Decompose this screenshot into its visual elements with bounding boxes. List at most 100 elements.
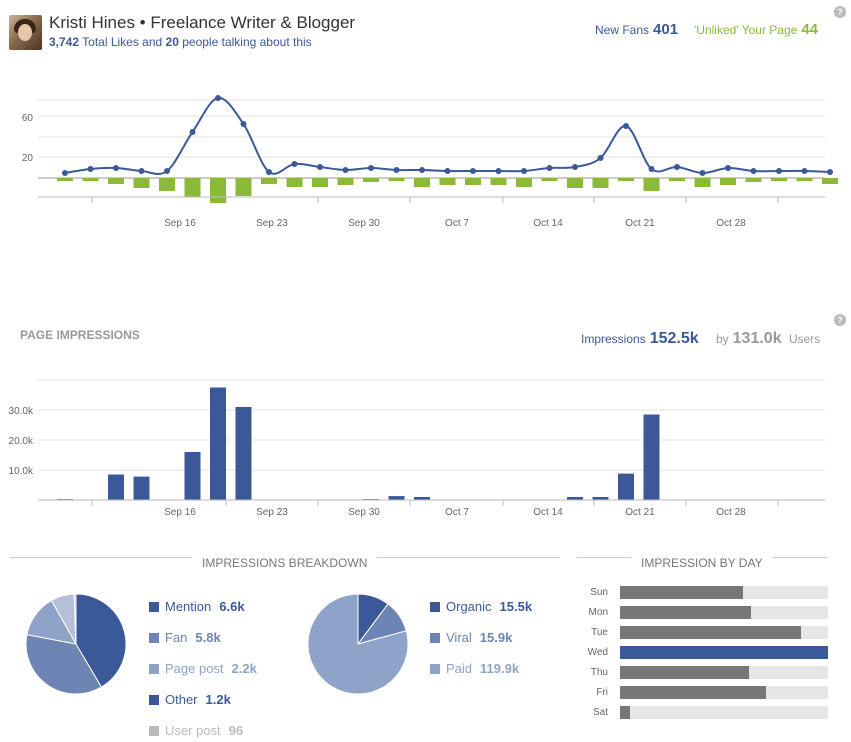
- impressions-bar: [592, 497, 609, 500]
- legend-value: 6.6k: [219, 599, 245, 614]
- day-label: Mon: [588, 607, 608, 618]
- help-icon[interactable]: ?: [834, 314, 846, 326]
- unliked-bar: [210, 178, 226, 203]
- day-label: Sat: [592, 707, 608, 718]
- legend-label: Mention: [165, 599, 212, 614]
- legend-label: Other: [165, 692, 198, 707]
- unliked-bar: [822, 178, 838, 184]
- legend-item-mention[interactable]: Mention 6.6k: [149, 599, 245, 614]
- new-fans-point: [368, 165, 374, 171]
- new-fans-point: [521, 168, 527, 174]
- legend-swatch: [149, 602, 159, 612]
- page-impressions-title: PAGE IMPRESSIONS: [20, 328, 140, 342]
- unliked-bar: [720, 178, 736, 185]
- x-tick-label: Oct 7: [445, 218, 469, 229]
- x-tick-label: Sep 16: [164, 507, 196, 518]
- day-row-tue: Tue: [578, 626, 830, 639]
- impressions-bar: [108, 474, 124, 500]
- legend-label: Fan: [165, 630, 188, 645]
- y-tick-label: 60: [22, 113, 34, 124]
- legend-value: 5.8k: [195, 630, 221, 645]
- legend-value: 1.2k: [205, 692, 231, 707]
- y-tick-label: 20.0k: [9, 436, 34, 447]
- day-track: [620, 706, 828, 719]
- unliked-bar: [235, 178, 252, 196]
- impressions-bar: [235, 407, 252, 500]
- impressions-bar: [618, 473, 634, 500]
- y-tick-label: 20: [22, 153, 34, 164]
- page-title[interactable]: Kristi Hines • Freelance Writer & Blogge…: [49, 13, 356, 32]
- day-bar: [620, 646, 828, 659]
- help-icon[interactable]: ?: [834, 6, 846, 18]
- breakdown-pie-1: [25, 593, 127, 695]
- day-row-fri: Fri: [578, 686, 830, 699]
- new-fans-points: [62, 95, 833, 176]
- breakdown-title: IMPRESSIONS BREAKDOWN: [192, 556, 378, 570]
- page-avatar[interactable]: [9, 15, 42, 50]
- unliked-bars: [57, 178, 838, 203]
- day-track: [620, 646, 828, 659]
- legend-item-page-post[interactable]: Page post 2.2k: [149, 661, 257, 676]
- unliked-bar: [694, 178, 711, 187]
- legend-label: Organic: [446, 599, 492, 614]
- new-fans-line: [64, 96, 831, 175]
- legend-item-organic[interactable]: Organic 15.5k: [430, 599, 532, 614]
- new-fans-point: [189, 129, 196, 135]
- legend-swatch: [149, 726, 159, 736]
- unliked-bar: [592, 178, 609, 188]
- unliked-bar: [567, 178, 583, 188]
- legend-label: Viral: [446, 630, 472, 645]
- impressions-label: Impressions: [581, 332, 646, 346]
- new-fans-point: [317, 164, 323, 170]
- new-fans-point: [597, 155, 604, 161]
- fans-chart: 60 20 Sep 16 Sep 23 Sep 30 Oct 7 Oct 14 Oct 21…: [22, 95, 838, 229]
- legend-item-viral[interactable]: Viral 15.9k: [430, 630, 512, 645]
- fans-x-ticks: Sep 16 Sep 23 Sep 30 Oct 7 Oct 14 Oct 21 Oct 2…: [38, 196, 825, 229]
- legend-value: 15.5k: [499, 599, 533, 614]
- legend-item-fan[interactable]: Fan 5.8k: [149, 630, 221, 645]
- legend-swatch: [149, 633, 159, 643]
- impressions-bars: [57, 387, 660, 500]
- impressions-gridlines: [38, 379, 825, 471]
- fans-y-ticks: 60 20: [22, 113, 34, 164]
- unliked-bar: [261, 178, 277, 184]
- unliked-bar: [82, 178, 99, 181]
- new-fans-point: [240, 121, 247, 127]
- new-fans-point: [776, 168, 782, 174]
- unliked-legend[interactable]: 'Unliked' Your Page 44: [694, 21, 818, 38]
- unliked-bar: [312, 178, 328, 187]
- day-label: Thu: [590, 667, 608, 678]
- day-label: Tue: [591, 627, 608, 638]
- new-fans-value: 401: [653, 21, 679, 38]
- legend-item-paid[interactable]: Paid 119.9k: [430, 661, 519, 676]
- new-fans-point: [648, 166, 655, 172]
- new-fans-point: [572, 164, 578, 170]
- legend-item-other[interactable]: Other 1.2k: [149, 692, 231, 707]
- x-tick-label: Oct 21: [625, 507, 655, 518]
- new-fans-point: [266, 169, 272, 175]
- legend-item-user-post[interactable]: User post 96: [149, 723, 243, 738]
- pie-slice-fan: [25, 634, 103, 695]
- unliked-bar: [541, 178, 558, 181]
- day-row-sat: Sat: [578, 706, 830, 719]
- new-fans-point: [725, 165, 731, 171]
- unliked-bar: [286, 178, 303, 187]
- legend-swatch: [430, 602, 440, 612]
- day-label: Sun: [590, 587, 608, 598]
- unliked-bar: [388, 178, 405, 181]
- day-row-thu: Thu: [578, 666, 830, 679]
- x-tick-label: Sep 16: [164, 218, 196, 229]
- new-fans-point: [291, 161, 298, 167]
- legend-swatch: [149, 664, 159, 674]
- legend-swatch: [149, 695, 159, 705]
- unliked-bar: [363, 178, 379, 182]
- unliked-bar: [414, 178, 430, 187]
- breakdown-pie-2: [307, 593, 409, 695]
- legend-label: Paid: [446, 661, 473, 676]
- new-fans-legend[interactable]: New Fans 401: [595, 21, 678, 38]
- unliked-bar: [159, 178, 175, 191]
- likes-text: Total Likes and: [79, 35, 166, 49]
- legend-swatch: [430, 664, 440, 674]
- talking-count: 20: [165, 35, 179, 49]
- unliked-bar: [184, 178, 201, 197]
